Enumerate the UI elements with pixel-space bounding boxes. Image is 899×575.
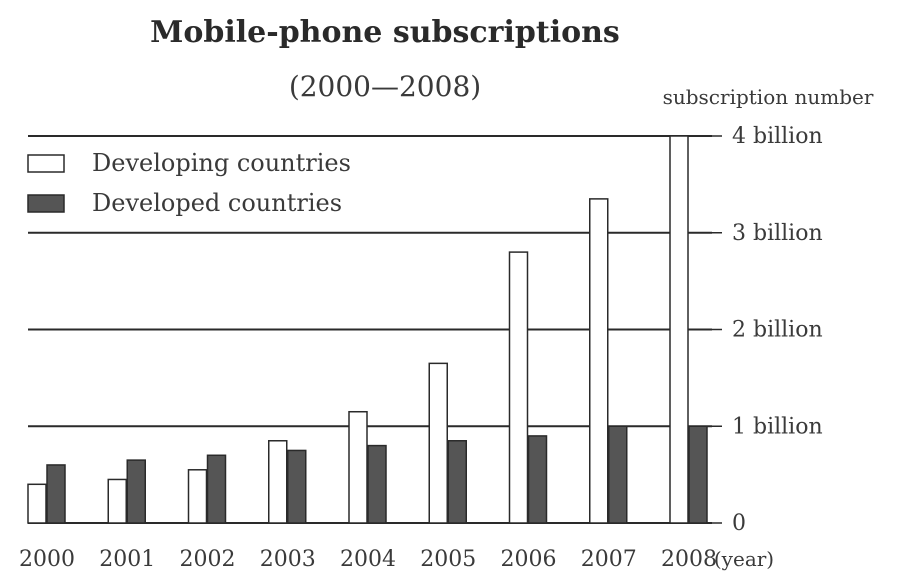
x-tick-label: 2006 <box>501 547 557 572</box>
bar-developed-2003 <box>287 449 307 524</box>
bar-developing-2004 <box>348 410 368 524</box>
bar-developing-2007 <box>589 198 609 524</box>
y-tick-label: 2 billion <box>732 318 823 343</box>
bar-developing-2005 <box>428 362 448 524</box>
y-axis-label: subscription number <box>663 85 874 109</box>
bars <box>27 135 708 524</box>
bar-developed-2008 <box>688 425 708 524</box>
x-tick-label: 2000 <box>19 547 75 572</box>
bar-developing-2001 <box>107 478 127 524</box>
chart-title: Mobile-phone subscriptions <box>150 15 620 50</box>
bar-developing-2002 <box>187 469 208 524</box>
bar-developed-2000 <box>46 464 66 524</box>
legend: Developing countries Developed countries <box>27 149 351 217</box>
x-tick-label: 2001 <box>99 547 155 572</box>
x-tick-label: 2003 <box>260 547 316 572</box>
y-axis-ticks: 0 1 billion 2 billion 3 billion 4 billion <box>712 124 823 536</box>
legend-swatch <box>27 194 65 213</box>
bar-developed-2001 <box>126 459 146 524</box>
bar-developed-2005 <box>447 440 467 524</box>
bar-developing-2008 <box>669 135 689 524</box>
bar-developed-2002 <box>206 454 227 524</box>
y-tick-label: 0 <box>732 511 746 536</box>
legend-swatch <box>27 154 65 173</box>
bar-developed-2004 <box>367 444 387 524</box>
bar-developing-2006 <box>508 251 529 524</box>
x-axis-label: (year) <box>714 547 774 571</box>
chart-subtitle: (2000—2008) <box>289 70 481 103</box>
x-axis-ticks: 2000 2001 2002 2003 2004 2005 2006 2007 2008 <box>19 547 717 572</box>
x-tick-label: 2007 <box>581 547 637 572</box>
y-tick-label: 1 billion <box>732 414 823 439</box>
bar-developed-2007 <box>608 425 628 524</box>
y-tick-label: 3 billion <box>732 221 823 246</box>
bar-developing-2000 <box>27 483 47 524</box>
x-tick-label: 2002 <box>180 547 236 572</box>
legend-label: Developed countries <box>92 189 342 217</box>
x-tick-label: 2004 <box>340 547 396 572</box>
x-tick-label: 2008 <box>661 547 717 572</box>
bar-developed-2006 <box>527 435 548 524</box>
legend-label: Developing countries <box>92 149 351 177</box>
bar-developing-2003 <box>268 440 288 524</box>
y-tick-label: 4 billion <box>732 124 823 149</box>
x-tick-label: 2005 <box>420 547 476 572</box>
